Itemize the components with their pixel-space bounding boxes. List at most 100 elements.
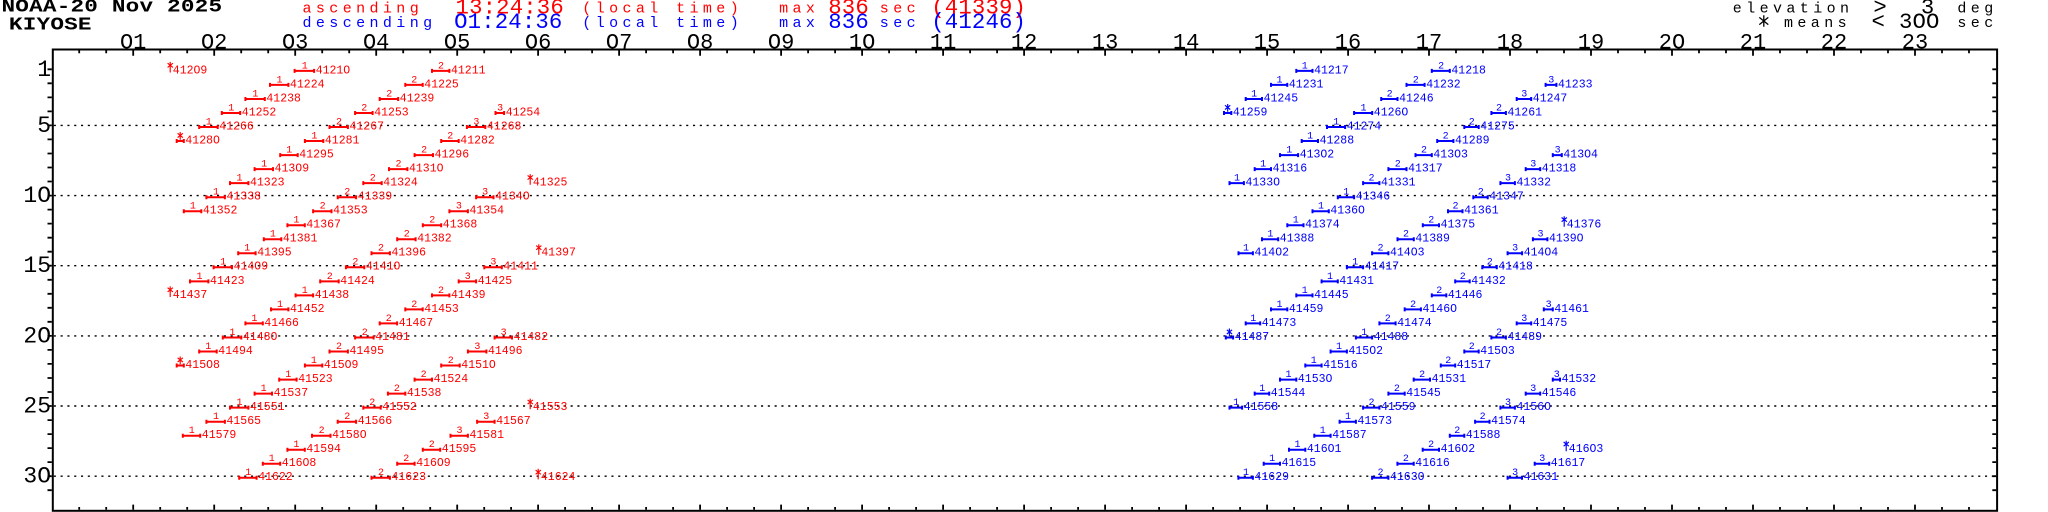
svg-text:1: 1	[1294, 440, 1300, 451]
svg-text:2: 2	[403, 454, 409, 465]
svg-text:3: 3	[1512, 244, 1518, 255]
svg-text:O1: O1	[120, 30, 146, 55]
svg-text:415O3: 415O3	[1480, 345, 1515, 358]
svg-text:2: 2	[1377, 468, 1383, 479]
svg-text:416O3: 416O3	[1569, 443, 1604, 456]
svg-text:4139O: 4139O	[1549, 233, 1584, 246]
svg-text:1: 1	[285, 370, 291, 381]
svg-text:1: 1	[1260, 160, 1266, 171]
svg-text:4121O: 4121O	[316, 64, 351, 77]
svg-text:1: 1	[1276, 300, 1282, 311]
svg-text:1: 1	[293, 216, 299, 227]
svg-text:1: 1	[1327, 272, 1333, 283]
svg-text:2: 2	[448, 356, 454, 367]
svg-text:4158O: 4158O	[332, 429, 367, 442]
svg-text:O9: O9	[768, 30, 794, 55]
svg-text:41317: 41317	[1408, 163, 1443, 176]
svg-text:41347: 41347	[1489, 191, 1524, 204]
svg-text:41573: 41573	[1358, 415, 1393, 428]
svg-text:11: 11	[930, 30, 956, 55]
svg-text:41254: 41254	[506, 106, 541, 119]
svg-text:2: 2	[1496, 103, 1502, 114]
svg-text:2: 2	[1452, 202, 1458, 213]
svg-text:416O8: 416O8	[282, 457, 317, 470]
svg-text:41544: 41544	[1271, 387, 1306, 400]
svg-text:41531: 41531	[1432, 373, 1467, 386]
svg-text:2: 2	[386, 89, 392, 100]
svg-text:2O: 2O	[1659, 30, 1685, 55]
svg-text:2: 2	[1403, 454, 1409, 465]
svg-text:41453: 41453	[424, 303, 459, 316]
svg-text:(41246): (41246)	[931, 10, 1026, 35]
svg-text:2: 2	[1478, 188, 1484, 199]
svg-text:1: 1	[1285, 370, 1291, 381]
svg-text:O8: O8	[687, 30, 713, 55]
svg-text:O1:24:36: O1:24:36	[454, 10, 562, 35]
svg-text:4146O: 4146O	[1423, 303, 1458, 316]
svg-text:max: max	[779, 1, 819, 18]
svg-text:1: 1	[302, 61, 308, 72]
svg-text:<: <	[1872, 10, 1886, 35]
svg-text:41381: 41381	[283, 233, 318, 246]
svg-text:41224: 41224	[290, 78, 325, 91]
svg-text:41397: 41397	[541, 247, 576, 260]
svg-text:41252: 41252	[242, 106, 277, 119]
svg-text:41282: 41282	[460, 134, 495, 147]
svg-text:19: 19	[1578, 30, 1604, 55]
svg-text:4134O: 4134O	[495, 191, 530, 204]
svg-text:3: 3	[474, 342, 480, 353]
svg-text:2: 2	[1469, 117, 1475, 128]
svg-text:2: 2	[1421, 146, 1427, 157]
svg-text:41629: 41629	[1255, 471, 1290, 484]
svg-text:41225: 41225	[424, 78, 459, 91]
svg-text:1: 1	[1311, 356, 1317, 367]
svg-text:41338: 41338	[227, 191, 262, 204]
svg-text:2: 2	[429, 216, 435, 227]
svg-text:1: 1	[276, 75, 282, 86]
svg-text:415O2: 415O2	[1349, 345, 1384, 358]
svg-text:1: 1	[1293, 216, 1299, 227]
svg-text:41523: 41523	[298, 373, 333, 386]
svg-text:41579: 41579	[202, 429, 237, 442]
svg-text:1: 1	[1251, 89, 1257, 100]
svg-text:1: 1	[1234, 174, 1240, 185]
svg-text:1: 1	[1360, 103, 1366, 114]
svg-text:3: 3	[473, 117, 479, 128]
svg-text:means: means	[1784, 15, 1851, 32]
svg-text:1: 1	[1269, 454, 1275, 465]
svg-text:41423: 41423	[210, 275, 245, 288]
svg-text:41318: 41318	[1542, 163, 1577, 176]
svg-text:416O2: 416O2	[1441, 443, 1476, 456]
svg-text:41432: 41432	[1471, 275, 1506, 288]
svg-text:>: >	[1873, 0, 1887, 21]
svg-text:41631: 41631	[1524, 471, 1559, 484]
svg-text:3: 3	[1505, 398, 1511, 409]
svg-text:1: 1	[311, 131, 317, 142]
svg-text:2: 2	[361, 103, 367, 114]
svg-text:3: 3	[1521, 314, 1527, 325]
svg-text:1: 1	[205, 342, 211, 353]
svg-text:41368: 41368	[443, 219, 478, 232]
svg-text:41495: 41495	[350, 345, 385, 358]
svg-text:41459: 41459	[1289, 303, 1324, 316]
svg-text:elevation: elevation	[1733, 1, 1854, 18]
svg-text:2: 2	[344, 412, 350, 423]
svg-text:41232: 41232	[1426, 78, 1461, 91]
svg-text:41274: 41274	[1347, 120, 1382, 133]
svg-text:(local time): (local time)	[582, 1, 743, 18]
svg-text:41567: 41567	[496, 415, 531, 428]
svg-text:41374: 41374	[1305, 219, 1340, 232]
svg-text:3OO: 3OO	[1899, 10, 1940, 35]
svg-text:1: 1	[213, 412, 219, 423]
svg-text:16: 16	[1335, 30, 1361, 55]
svg-text:41616: 41616	[1415, 457, 1450, 470]
svg-text:1: 1	[1302, 61, 1308, 72]
svg-text:2: 2	[1454, 426, 1460, 437]
svg-text:41517: 41517	[1457, 359, 1492, 372]
svg-text:41376: 41376	[1567, 219, 1602, 232]
svg-text:2: 2	[1385, 314, 1391, 325]
svg-text:1: 1	[245, 468, 251, 479]
svg-text:2: 2	[1460, 272, 1466, 283]
svg-text:413O2: 413O2	[1300, 149, 1335, 162]
svg-text:21: 21	[1740, 30, 1766, 55]
